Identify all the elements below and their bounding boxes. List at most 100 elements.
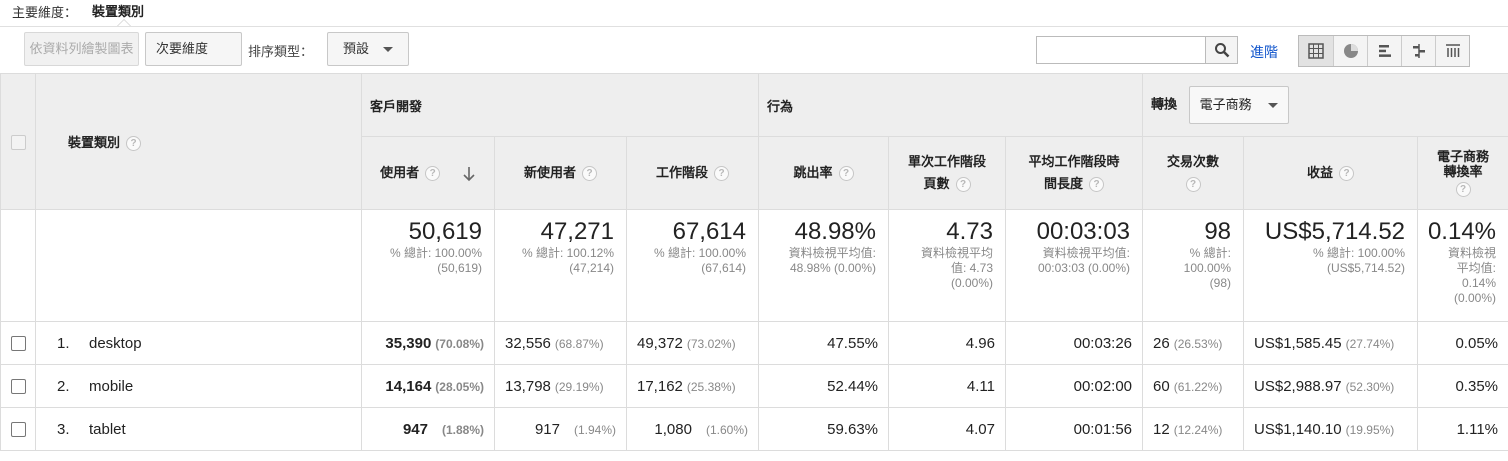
- primary-dimension-label: 主要維度：: [12, 5, 78, 20]
- help-icon[interactable]: ?: [1185, 177, 1201, 193]
- cell-sessions: 1,080 (1.60%): [626, 407, 759, 451]
- header-group-row: 裝置類別? 客戶開發 行為 轉換 電子商務: [0, 73, 1508, 210]
- help-icon[interactable]: ?: [838, 166, 854, 182]
- help-icon[interactable]: ?: [1455, 181, 1471, 197]
- device-link[interactable]: mobile: [89, 377, 134, 395]
- cell-value: 14,164: [385, 377, 432, 395]
- sort-type-label: 排序類型：: [248, 44, 314, 59]
- total-sub: 資料檢視平均: [920, 246, 993, 260]
- cell-pct: (61.22%): [1173, 379, 1223, 394]
- col-avg-session-duration[interactable]: 平均工作階段時 間長度?: [1004, 136, 1144, 210]
- col-ecom-label-2: 轉換率: [1443, 164, 1483, 180]
- cell-transactions: 60 (61.22%): [1142, 364, 1245, 408]
- col-sessions[interactable]: 工作階段?: [626, 136, 759, 210]
- cell-users: 14,164 (28.05%): [361, 364, 495, 408]
- view-data-table-button[interactable]: [1299, 36, 1333, 66]
- conversion-type-dropdown[interactable]: 電子商務: [1188, 86, 1289, 124]
- col-pages-label-2: 頁數: [923, 176, 950, 191]
- cell-pct: (1.94%): [573, 422, 616, 437]
- selected-caret: [117, 19, 131, 26]
- cell-transactions: 26 (26.53%): [1142, 321, 1245, 365]
- total-sub: 資料檢視平均值:: [788, 246, 876, 260]
- row-select-cell: [0, 407, 36, 451]
- cell-value: 13,798: [505, 377, 551, 395]
- plot-rows-button[interactable]: 依資料列繪製圖表: [24, 32, 139, 66]
- cell-new-users: 13,798 (29.19%): [494, 364, 627, 408]
- report-toolbar: 依資料列繪製圖表 次要維度 排序類型： 預設 進階: [0, 27, 1508, 85]
- help-icon[interactable]: ?: [126, 136, 142, 152]
- row-index: 3.: [57, 420, 70, 438]
- help-icon[interactable]: ?: [425, 166, 441, 182]
- cell-pct: (1.88%): [441, 422, 484, 437]
- row-checkbox[interactable]: [10, 336, 26, 352]
- cell-ecom-rate: 0.35%: [1417, 364, 1508, 408]
- col-users-label: 使用者: [380, 165, 420, 180]
- total-sub: 資料檢視平均值:: [1042, 246, 1131, 260]
- total-users-value: 50,619: [408, 218, 482, 245]
- total-sub: (98): [1209, 276, 1232, 290]
- secondary-dimension-label: 次要維度: [156, 41, 209, 56]
- advanced-filter-link[interactable]: 進階: [1250, 44, 1278, 60]
- cell-revenue: US$2,988.97 (52.30%): [1243, 364, 1419, 408]
- cell-bounce-rate: 59.63%: [758, 407, 889, 451]
- col-revenue[interactable]: 收益?: [1243, 136, 1419, 210]
- cell-pct: (28.05%): [435, 379, 484, 394]
- help-icon[interactable]: ?: [714, 166, 729, 182]
- col-transactions[interactable]: 交易次數?: [1142, 136, 1245, 210]
- total-sub: (US$5,714.52): [1326, 261, 1406, 275]
- search-button[interactable]: [1206, 36, 1238, 64]
- sort-descending-icon: [463, 166, 475, 181]
- cell-sessions: 49,372 (73.02%): [626, 321, 759, 365]
- help-icon[interactable]: ?: [582, 166, 597, 182]
- table-row: 1. desktop 35,390 (70.08%) 32,556 (68.87%) …: [0, 321, 1508, 365]
- help-icon[interactable]: ?: [955, 177, 971, 193]
- col-pages-per-session[interactable]: 單次工作階段 頁數?: [888, 136, 1006, 210]
- view-pie-button[interactable]: [1333, 36, 1367, 66]
- cell-pct: (26.53%): [1173, 336, 1223, 351]
- cell-pages: 4.11: [888, 364, 1006, 408]
- col-ecommerce-conversion-rate[interactable]: 電子商務 轉換率?: [1417, 136, 1508, 210]
- total-duration: 00:03:03 資料檢視平均值: 00:03:03 (0.00%): [1004, 209, 1144, 322]
- table-search-input[interactable]: [1036, 36, 1206, 64]
- row-select-cell: [0, 321, 36, 365]
- cell-users: 947 (1.88%): [361, 407, 495, 451]
- row-dimension-cell: 2. mobile: [35, 364, 362, 408]
- row-checkbox[interactable]: [10, 422, 26, 438]
- select-all-checkbox[interactable]: [10, 134, 26, 150]
- total-sub: 平均值:: [1456, 261, 1497, 275]
- view-comparison-button[interactable]: [1401, 36, 1435, 66]
- total-sub: (67,614): [701, 261, 746, 275]
- view-performance-button[interactable]: [1367, 36, 1401, 66]
- select-all-cell: [0, 73, 36, 210]
- total-pages: 4.73 資料檢視平均 值: 4.73 (0.00%): [888, 209, 1006, 322]
- primary-dimension-device-category[interactable]: 裝置類別: [92, 4, 145, 19]
- total-sub: 資料檢視: [1448, 246, 1497, 260]
- view-pivot-button[interactable]: [1435, 36, 1469, 66]
- device-link[interactable]: tablet: [89, 420, 126, 438]
- cell-pct: (19.95%): [1345, 422, 1395, 437]
- row-checkbox[interactable]: [10, 379, 26, 395]
- sort-type-value: 預設: [343, 41, 370, 56]
- col-bounce-rate[interactable]: 跳出率?: [758, 136, 889, 210]
- comparison-icon: [1412, 44, 1425, 58]
- cell-pct: (25.38%): [686, 379, 736, 394]
- dimension-header-label: 裝置類別: [68, 134, 121, 150]
- cell-value: 26: [1153, 334, 1170, 352]
- help-icon[interactable]: ?: [1339, 166, 1355, 182]
- secondary-dimension-dropdown[interactable]: 次要維度: [145, 32, 242, 85]
- view-switcher: [1298, 35, 1470, 67]
- group-conversion: 轉換 電子商務: [1142, 73, 1508, 137]
- device-link[interactable]: desktop: [89, 334, 142, 352]
- col-new-users[interactable]: 新使用者?: [494, 136, 627, 210]
- total-sub: % 總計: 100.00%: [389, 246, 482, 260]
- cell-value: US$2,988.97: [1254, 377, 1342, 395]
- total-ecom-rate: 0.14% 資料檢視 平均值: 0.14% (0.00%): [1417, 209, 1508, 322]
- report-table: 裝置類別? 客戶開發 行為 轉換 電子商務 使用者? 新使用者? 工作階段? 跳…: [0, 73, 1508, 451]
- help-icon[interactable]: ?: [1089, 177, 1105, 193]
- sort-type-dropdown[interactable]: 預設: [327, 32, 409, 66]
- dropdown-arrow-icon: [1267, 103, 1278, 109]
- col-users[interactable]: 使用者?: [361, 136, 495, 210]
- cell-new-users: 32,556 (68.87%): [494, 321, 627, 365]
- table-row: 3. tablet 947 (1.88%) 917 (1.94%) 1,080 (1.6…: [0, 407, 1508, 451]
- dimension-header[interactable]: 裝置類別?: [35, 73, 362, 210]
